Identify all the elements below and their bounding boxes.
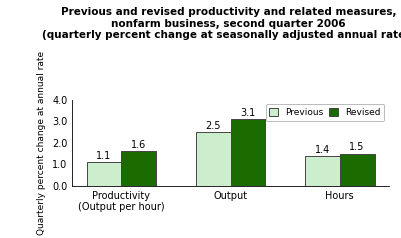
Legend: Previous, Revised: Previous, Revised — [265, 104, 385, 121]
Text: 1.1: 1.1 — [96, 151, 111, 161]
Bar — [87, 162, 122, 186]
Text: 2.5: 2.5 — [205, 121, 221, 131]
Text: 3.1: 3.1 — [241, 108, 256, 118]
Bar — [305, 156, 340, 186]
Text: 1.4: 1.4 — [314, 144, 330, 155]
Bar — [196, 132, 231, 186]
Bar — [231, 119, 265, 186]
Text: 1.6: 1.6 — [131, 140, 147, 150]
Y-axis label: Quarterly percent change at annual rate: Quarterly percent change at annual rate — [37, 51, 47, 235]
Bar — [340, 154, 375, 186]
Text: Previous and revised productivity and related measures,
nonfarm business, second: Previous and revised productivity and re… — [42, 7, 401, 40]
Bar — [122, 151, 156, 186]
Text: 1.5: 1.5 — [349, 142, 365, 153]
